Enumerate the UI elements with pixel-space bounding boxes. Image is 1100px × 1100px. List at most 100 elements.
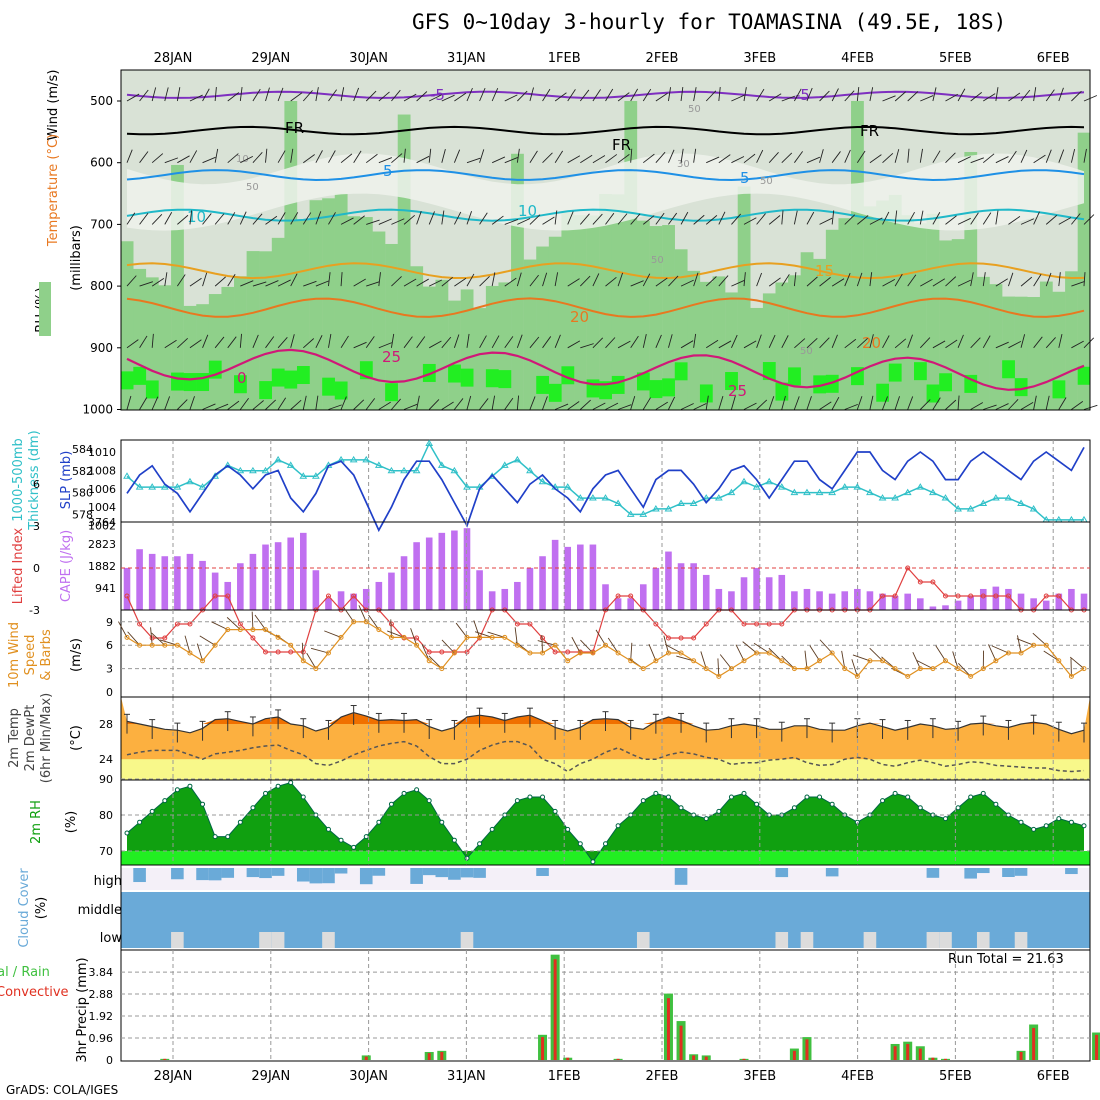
wind-barb <box>403 278 417 287</box>
slp-line <box>126 446 1085 533</box>
wind-barb <box>957 395 960 410</box>
wind-barb <box>554 92 567 102</box>
isotherm-25 <box>126 348 1085 391</box>
wind-barb <box>705 276 717 287</box>
contour-label: FR <box>285 119 304 137</box>
wind-speed-point <box>842 666 848 672</box>
wind-speed-point <box>325 650 331 656</box>
thickness-point <box>576 494 585 501</box>
wind-speed-point <box>426 658 432 664</box>
wind-barb <box>353 341 367 349</box>
thickness-tick: 582 <box>72 465 93 478</box>
wind-barb <box>856 87 860 102</box>
precip-convective-bar <box>1032 1027 1036 1060</box>
lifted-index-point <box>905 565 911 571</box>
wind-barb <box>718 211 726 225</box>
rh-2m-point <box>464 855 470 861</box>
precip-convective-bar <box>692 1055 696 1060</box>
lifted-index-point <box>263 649 269 655</box>
wind-barb <box>479 212 488 225</box>
rh2m-tick: 80 <box>99 809 113 822</box>
rh-2m-point <box>275 783 281 789</box>
wind-barb-10m <box>852 654 871 662</box>
wind-barb <box>957 334 964 348</box>
rh-fill-column <box>473 308 487 410</box>
wind-barb <box>630 280 644 287</box>
wind-barb <box>151 333 154 348</box>
wind-barb <box>504 277 517 287</box>
wind-barb <box>277 397 287 410</box>
cape-bar <box>312 570 320 610</box>
wind-barb <box>693 87 697 102</box>
wind-barb <box>605 212 615 225</box>
wind-barb <box>252 88 261 102</box>
isotherm-15 <box>126 262 1085 280</box>
thickness-label-2: Thickness (dm) <box>27 430 42 530</box>
wind-barb <box>857 215 869 225</box>
rh-2m-point <box>590 859 596 865</box>
slp-tick: 1010 <box>88 446 116 459</box>
wind-speed-point <box>854 673 860 679</box>
date-label-top: 31JAN <box>447 51 486 66</box>
wind-barb <box>177 338 188 349</box>
cape-bar <box>1080 593 1088 610</box>
wind-barb <box>743 153 756 164</box>
wind-barb <box>655 212 665 225</box>
thickness-point <box>828 488 837 496</box>
wind-barb <box>781 274 790 287</box>
rh-fill-column <box>347 216 361 410</box>
rh-2m-point <box>678 805 684 811</box>
precip-convective-bar <box>943 1058 947 1060</box>
isotherm-5 <box>126 169 1085 182</box>
li-tick: 3 <box>33 520 40 533</box>
upper-panel-frame <box>120 69 1091 411</box>
dewpoint-2m-line <box>126 740 1085 773</box>
wind-barb <box>516 148 520 163</box>
wind-barb <box>428 148 432 163</box>
wind-barb <box>1045 337 1056 349</box>
minmax-label: (6hr Min/Max) <box>39 693 54 783</box>
cape-bar <box>702 574 710 610</box>
wind-barb <box>126 93 140 102</box>
slp-tick: 1008 <box>88 464 116 477</box>
wind-barb <box>416 278 429 287</box>
wind-speed-point <box>502 634 508 640</box>
wind-barb <box>491 395 496 410</box>
wind-barb <box>831 151 841 163</box>
wind-barb <box>1020 149 1028 163</box>
wind-barb <box>630 395 636 410</box>
wind-barb <box>365 90 377 102</box>
wind-barb <box>252 213 263 225</box>
wind-barb <box>579 213 590 225</box>
wind-barb-10m <box>991 645 1009 654</box>
rh-fill-column <box>284 101 298 410</box>
wind-barb <box>1058 217 1072 225</box>
wind-barb <box>794 338 806 349</box>
wind-barb <box>705 90 717 102</box>
rh2m-tick: 70 <box>99 845 113 858</box>
wind-barb <box>390 333 395 348</box>
wind-barb <box>1008 216 1021 225</box>
lifted-index-point <box>665 635 671 641</box>
wind-barb <box>768 215 781 225</box>
wind-barb-10m <box>1016 638 1034 646</box>
wind-barb <box>793 396 800 410</box>
wind-barb <box>1045 214 1058 225</box>
wind-speed-point <box>1056 658 1062 664</box>
cape-bar <box>325 598 332 610</box>
thickness-point <box>513 455 522 463</box>
cloud-low-gap <box>800 932 814 948</box>
rh-2m-point <box>225 834 231 840</box>
wind-barb <box>302 338 315 349</box>
wind-barb <box>265 399 277 410</box>
wind10-label-2: Speed <box>23 635 38 676</box>
wind-barb <box>668 334 673 348</box>
wind-barb <box>882 279 896 287</box>
millibars-label: (millibars) <box>69 225 84 291</box>
rh-2m-point <box>514 798 520 804</box>
wind-barb <box>1083 404 1098 410</box>
wind-speed-point <box>993 658 999 664</box>
rh-2m-point <box>451 837 457 843</box>
contour-label: 50 <box>688 104 701 115</box>
wind-speed-point <box>791 666 797 672</box>
